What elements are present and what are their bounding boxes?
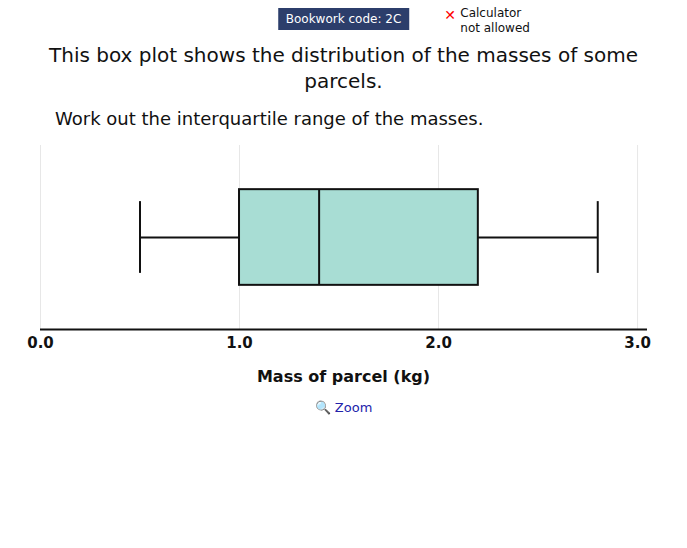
svg-text:0.0: 0.0	[27, 334, 54, 352]
svg-text:2.0: 2.0	[425, 334, 452, 352]
svg-text:3.0: 3.0	[624, 334, 651, 352]
svg-text:1.0: 1.0	[226, 334, 253, 352]
html-text:Work out the interquartile ran: Work out the interquartile range of the …	[55, 108, 484, 129]
html-text:Mass of parcel (kg): Mass of parcel (kg)	[256, 367, 430, 386]
html-text:This box plot shows the distri: This box plot shows the distribution of …	[49, 43, 638, 93]
html-text:not allowed: not allowed	[460, 21, 530, 35]
html-text:Bookwork code: 2C: Bookwork code: 2C	[285, 12, 402, 26]
html-text:✕ Calculator: ✕ Calculator	[444, 6, 522, 23]
html-text:🔍 Zoom: 🔍 Zoom	[314, 400, 373, 415]
